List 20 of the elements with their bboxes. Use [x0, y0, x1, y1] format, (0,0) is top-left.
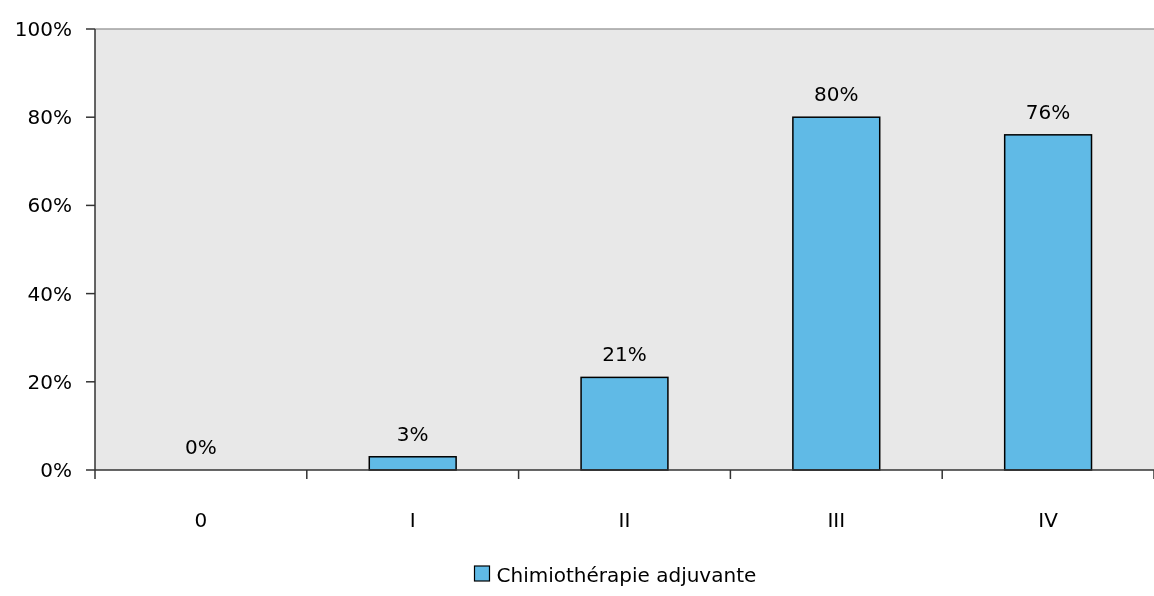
bar	[792, 116, 881, 471]
x-tick-label: IV	[1038, 508, 1059, 532]
y-tick-label: 80%	[27, 105, 72, 130]
bar	[580, 376, 669, 471]
y-tick-label: 20%	[27, 369, 72, 394]
legend-label: Chimiothérapie adjuvante	[496, 563, 757, 587]
y-tick-label: 60%	[27, 193, 72, 218]
text: 76%	[1025, 99, 1071, 124]
x-tick-label: I	[409, 508, 416, 532]
text: 80%	[814, 82, 859, 107]
text: 0%	[185, 435, 217, 459]
y-tick-label: 0%	[40, 458, 72, 482]
y-tick-label: 40%	[27, 281, 72, 306]
x-tick-label: II	[618, 508, 631, 532]
bar	[1003, 134, 1093, 471]
x-tick-label: III	[827, 508, 846, 532]
text: 21%	[602, 342, 647, 367]
text: 3%	[396, 421, 429, 446]
x-tick-label: 0	[194, 508, 208, 532]
y-tick-label: 100%	[14, 17, 72, 41]
